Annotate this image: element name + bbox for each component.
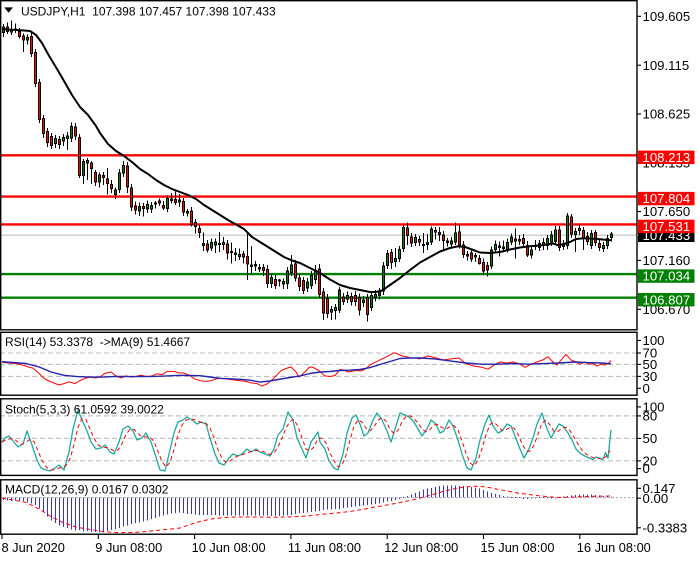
svg-text:107.531: 107.531 (643, 219, 691, 234)
svg-text:USDJPY,H1 107.398 107.457 107: USDJPY,H1 107.398 107.457 107.398 107.43… (21, 5, 276, 19)
svg-text:109.605: 109.605 (643, 9, 691, 24)
svg-text:-0.3383: -0.3383 (643, 520, 688, 535)
svg-text:80: 80 (643, 409, 658, 424)
svg-text:50: 50 (643, 431, 658, 446)
svg-text:10 Jun 08:00: 10 Jun 08:00 (192, 540, 266, 555)
svg-text:107.650: 107.650 (643, 204, 691, 219)
svg-text:15 Jun 08:00: 15 Jun 08:00 (481, 540, 555, 555)
svg-text:8 Jun 2020: 8 Jun 2020 (2, 540, 65, 555)
svg-text:108.213: 108.213 (643, 150, 691, 165)
svg-text:106.807: 106.807 (643, 292, 691, 307)
svg-text:0: 0 (643, 461, 650, 476)
svg-text:RSI(14) 53.3378 ->MA(9) 51.46: RSI(14) 53.3378 ->MA(9) 51.4667 (5, 335, 190, 349)
svg-text:0.147: 0.147 (643, 481, 676, 496)
svg-text:20: 20 (643, 454, 658, 469)
svg-text:107.160: 107.160 (643, 253, 691, 268)
svg-text:107.034: 107.034 (643, 269, 691, 284)
svg-text:30: 30 (643, 369, 658, 384)
svg-text:11 Jun 08:00: 11 Jun 08:00 (288, 540, 361, 555)
svg-text:16 Jun 08:00: 16 Jun 08:00 (577, 540, 651, 555)
svg-text:0: 0 (643, 381, 650, 396)
svg-text:70: 70 (643, 346, 658, 361)
svg-text:Stoch(5,3,3) 61.0592 39.0022: Stoch(5,3,3) 61.0592 39.0022 (5, 403, 164, 417)
svg-text:109.115: 109.115 (643, 58, 690, 73)
svg-text:9 Jun 08:00: 9 Jun 08:00 (95, 540, 162, 555)
svg-text:108.625: 108.625 (643, 107, 691, 122)
svg-text:0.00: 0.00 (643, 491, 669, 506)
svg-text:50: 50 (643, 357, 658, 372)
svg-text:100: 100 (643, 400, 665, 415)
svg-text:100: 100 (643, 333, 665, 348)
svg-text:MACD(12,26,9) 0.0167 0.0302: MACD(12,26,9) 0.0167 0.0302 (5, 483, 169, 497)
svg-text:12 Jun 08:00: 12 Jun 08:00 (384, 540, 458, 555)
svg-text:107.804: 107.804 (643, 191, 691, 206)
